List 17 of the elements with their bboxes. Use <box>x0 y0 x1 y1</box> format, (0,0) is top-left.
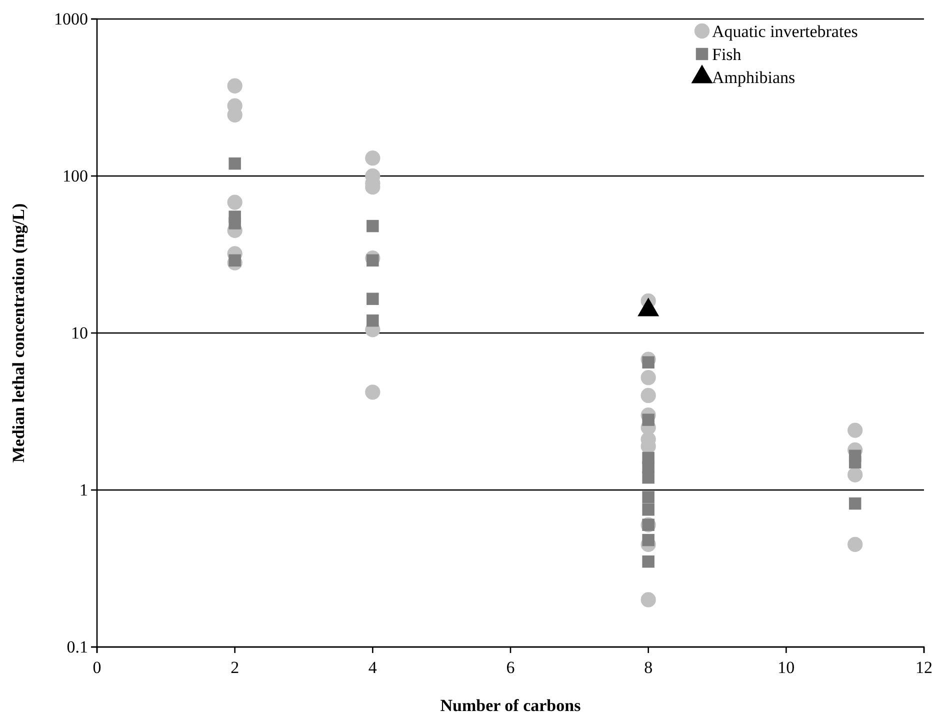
legend-label: Amphibians <box>712 68 796 87</box>
y-tick-label: 100 <box>62 166 88 186</box>
x-tick-label: 12 <box>916 658 932 677</box>
y-tick-label: 10 <box>71 323 88 342</box>
x-tick-label: 0 <box>92 658 102 677</box>
x-tick-label: 4 <box>368 658 378 677</box>
legend-label: Fish <box>712 44 742 64</box>
x-tick-label: 8 <box>644 658 653 677</box>
y-tick-label: 1 <box>80 480 88 500</box>
x-tick-label: 10 <box>778 658 795 677</box>
y-axis-title: Median lethal concentration (mg/L) <box>9 203 28 463</box>
y-tick-label: 0.1 <box>66 637 88 656</box>
x-axis-title: Number of carbons <box>440 696 582 715</box>
y-tick-label: 1000 <box>54 9 88 28</box>
legend-label: Aquatic invertebrates <box>712 22 858 41</box>
x-tick-label: 2 <box>230 658 240 677</box>
x-tick-label: 6 <box>506 658 515 677</box>
